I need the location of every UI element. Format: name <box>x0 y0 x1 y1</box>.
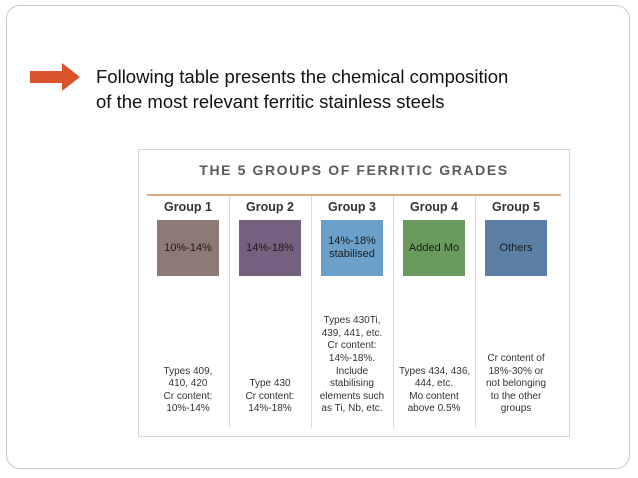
group-heading: Group 2 <box>246 200 294 214</box>
figure-title: THE 5 GROUPS OF FERRITIC GRADES <box>199 162 509 178</box>
description-line: above 0.5% <box>407 403 461 415</box>
group-description: Types 434, 436, 444, etc. Mo content above … <box>397 366 471 416</box>
swatch-label-line: 14%-18% <box>328 235 376 247</box>
group-column-4: Group 4 Added Mo Types 434, 436, 444, etc. M… <box>397 196 471 428</box>
group-swatch: 14%-18% <box>239 220 301 276</box>
ferritic-groups-figure: THE 5 GROUPS OF FERRITIC GRADES Group 1 1… <box>138 149 570 437</box>
group-heading: Group 1 <box>164 200 212 214</box>
arrow-right-icon <box>30 63 80 91</box>
description-line: Mo content <box>409 390 459 402</box>
title-rule <box>147 194 561 196</box>
group-heading: Group 4 <box>410 200 458 214</box>
group-description: Types 430Ti, 439, 441, etc. Cr content: 14%… <box>315 315 389 416</box>
description-line: as Ti, Nb, etc. <box>321 403 383 415</box>
group-description: Cr content of 18%-30% or not belonging to t… <box>479 353 553 416</box>
swatch-label-line: stabilised <box>329 248 375 260</box>
description-line: 14%-18%. <box>328 353 376 365</box>
group-column-2: Group 2 14%-18% Type 430 Cr content: 14%-18% <box>233 196 307 428</box>
intro-text: Following table presents the chemical co… <box>96 64 626 114</box>
description-line: to the other <box>490 390 542 402</box>
group-swatch: 14%-18% stabilised <box>321 220 383 276</box>
group-description: Type 430 Cr content: 14%-18% <box>233 378 307 416</box>
group-description: Types 409, 410, 420 Cr content: 10%-14% <box>151 366 225 416</box>
group-heading: Group 3 <box>328 200 376 214</box>
description-line: 10%-14% <box>166 403 210 415</box>
column-divider <box>475 196 476 428</box>
description-line: Cr content: <box>327 340 377 352</box>
description-line: Type 430 <box>249 378 291 390</box>
description-line: Cr content of <box>487 353 545 365</box>
description-line: groups <box>500 403 532 415</box>
group-swatch: Others <box>485 220 547 276</box>
column-divider <box>393 196 394 428</box>
group-heading: Group 5 <box>492 200 540 214</box>
description-line: Cr content: <box>245 390 295 402</box>
column-divider <box>311 196 312 428</box>
description-line: Cr content: <box>163 390 213 402</box>
description-line: Types 434, 436, <box>399 365 471 377</box>
description-line: stabilising <box>330 378 374 390</box>
description-line: 439, 441, etc. <box>321 327 383 339</box>
description-line: Types 409, <box>163 365 213 377</box>
intro-line-2: of the most relevant ferritic stainless … <box>96 91 445 112</box>
swatch-label-line: Others <box>499 241 533 254</box>
group-column-5: Group 5 Others Cr content of 18%-30% or not … <box>479 196 553 428</box>
description-line: 410, 420 <box>168 378 208 390</box>
group-swatch: Added Mo <box>403 220 465 276</box>
swatch-label-line: 14%-18% <box>246 241 294 254</box>
intro-line-1: Following table presents the chemical co… <box>96 66 509 87</box>
description-line: elements such <box>319 390 385 402</box>
description-line: 444, etc. <box>414 378 454 390</box>
group-column-3: Group 3 14%-18% stabilised Types 430Ti, 439,… <box>315 196 389 428</box>
description-line: Include <box>335 365 369 377</box>
swatch-label-line: Added Mo <box>408 241 460 254</box>
description-line: Types 430Ti, <box>323 315 381 327</box>
group-column-1: Group 1 10%-14% Types 409, 410, 420 Cr conte… <box>151 196 225 428</box>
column-divider <box>229 196 230 428</box>
group-swatch: 10%-14% <box>157 220 219 276</box>
description-line: not belonging <box>485 378 547 390</box>
description-line: 18%-30% or <box>488 365 544 377</box>
swatch-label-line: 10%-14% <box>164 241 212 254</box>
description-line: 14%-18% <box>248 403 292 415</box>
